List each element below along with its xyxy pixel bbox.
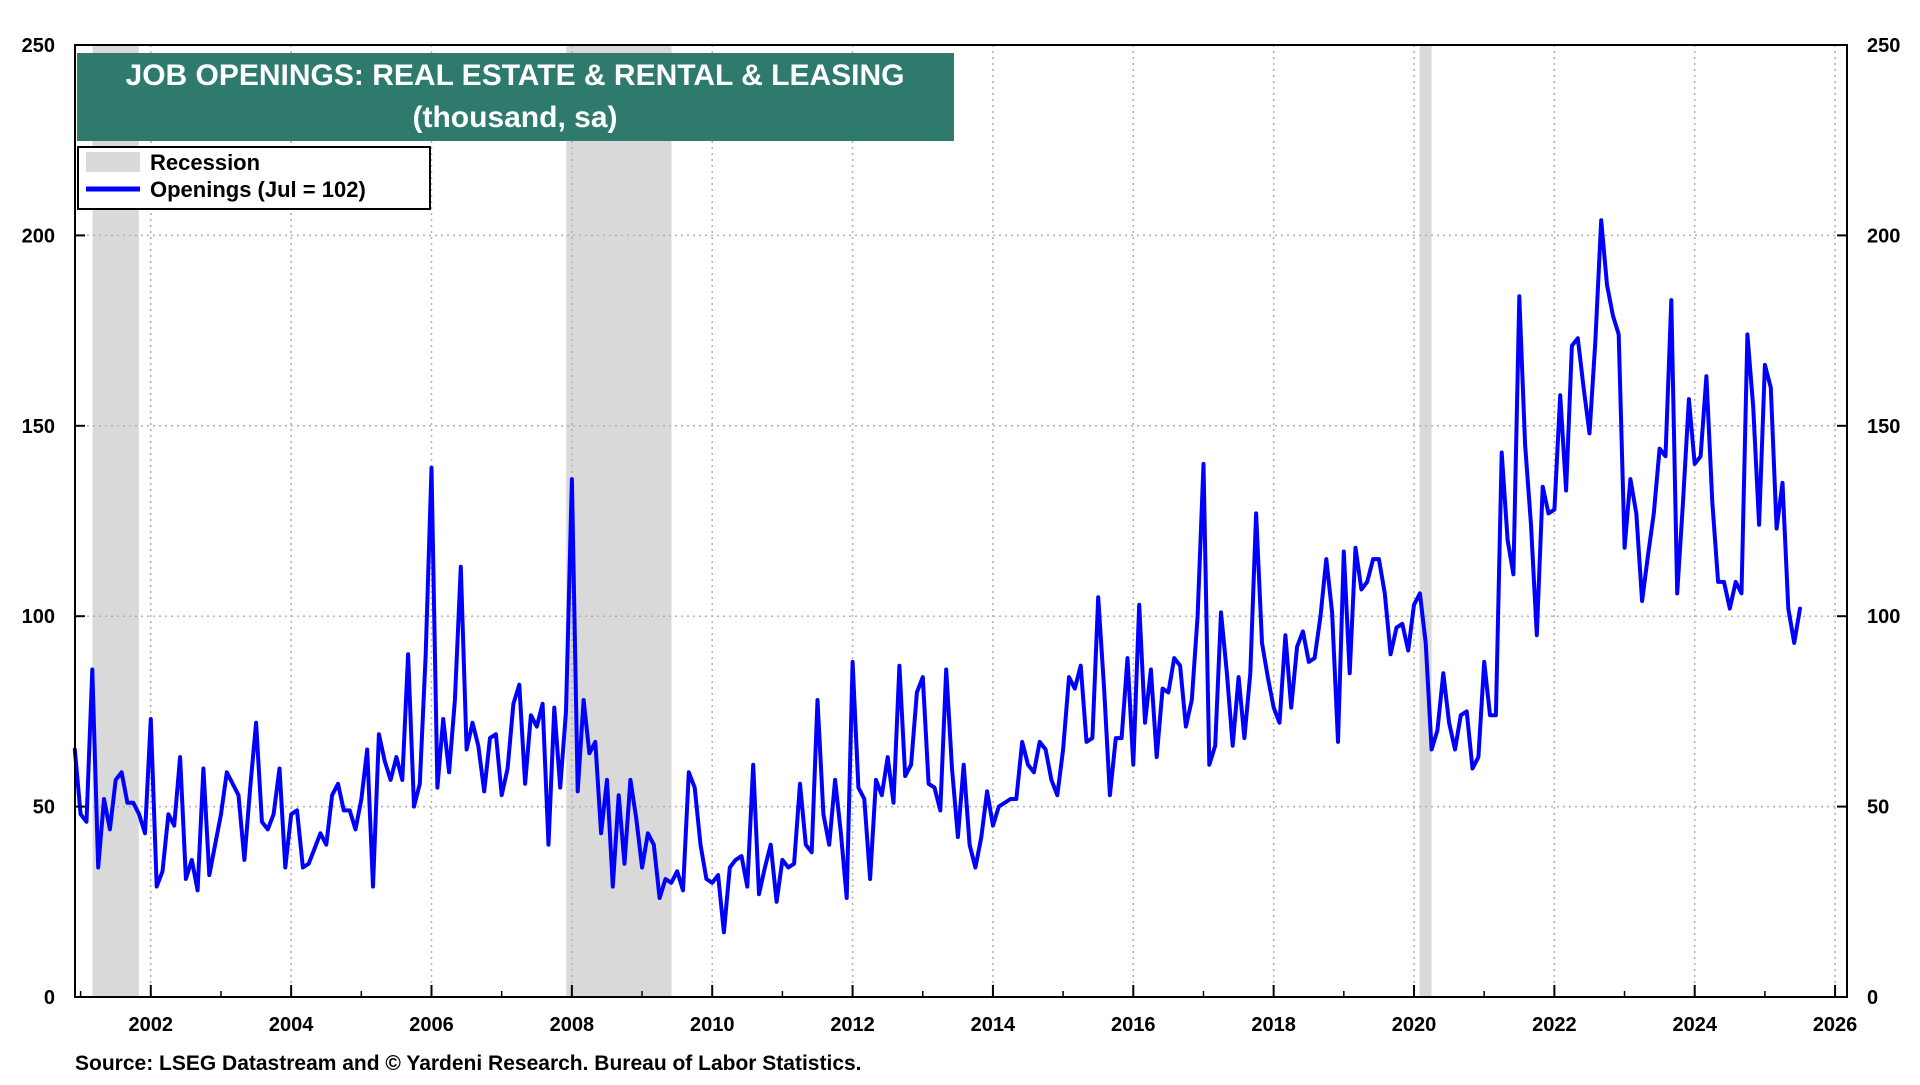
legend-recession-label: Recession	[150, 150, 260, 175]
y-tick-label-left-50: 50	[33, 797, 55, 819]
recession-band-2	[1419, 45, 1432, 997]
x-tick-label-2014: 2014	[971, 1014, 1016, 1036]
x-tick-label-2008: 2008	[550, 1014, 595, 1036]
legend: Recession Openings (Jul = 102)	[77, 146, 431, 210]
y-tick-label-left-200: 200	[22, 225, 55, 247]
x-tick-label-2006: 2006	[409, 1014, 454, 1036]
recession-band-1	[566, 45, 672, 997]
axes: 2002 2004 2006 2008 2010 2012 2014 2016 2018 2020…	[22, 35, 1901, 1036]
x-tick-label-2002: 2002	[129, 1014, 174, 1036]
y-tick-label-right-200: 200	[1867, 225, 1900, 247]
x-tick-label-2018: 2018	[1251, 1014, 1296, 1036]
plot-frame	[74, 44, 1848, 998]
y-tick-label-left-150: 150	[22, 416, 55, 438]
chart-subtitle: (thousand, sa)	[412, 101, 617, 134]
y-tick-label-right-150: 150	[1867, 416, 1900, 438]
legend-openings-label: Openings (Jul = 102)	[150, 177, 366, 202]
y-tick-label-right-100: 100	[1867, 606, 1900, 628]
y-tick-label-left-250: 250	[22, 35, 55, 57]
y-tick-label-right-0: 0	[1867, 987, 1878, 1009]
chart-title: JOB OPENINGS: REAL ESTATE & RENTAL & LEA…	[126, 59, 905, 92]
title-box: JOB OPENINGS: REAL ESTATE & RENTAL & LEA…	[77, 53, 954, 141]
x-tick-label-2004: 2004	[269, 1014, 314, 1036]
x-tick-label-2020: 2020	[1392, 1014, 1437, 1036]
series-line-openings	[72, 218, 1802, 935]
x-tick-label-2012: 2012	[830, 1014, 875, 1036]
x-tick-label-2026: 2026	[1813, 1014, 1858, 1036]
y-tick-label-left-0: 0	[44, 987, 55, 1009]
x-tick-label-2022: 2022	[1532, 1014, 1577, 1036]
source-note: Source: LSEG Datastream and © Yardeni Re…	[75, 1052, 862, 1075]
x-tick-label-2010: 2010	[690, 1014, 735, 1036]
x-tick-label-2024: 2024	[1672, 1014, 1717, 1036]
legend-recession-swatch	[86, 152, 140, 172]
title-background	[77, 53, 954, 141]
y-tick-label-right-50: 50	[1867, 797, 1889, 819]
series-layer	[72, 218, 1802, 935]
y-tick-label-left-100: 100	[22, 606, 55, 628]
y-tick-label-right-250: 250	[1867, 35, 1900, 57]
x-tick-label-2016: 2016	[1111, 1014, 1156, 1036]
